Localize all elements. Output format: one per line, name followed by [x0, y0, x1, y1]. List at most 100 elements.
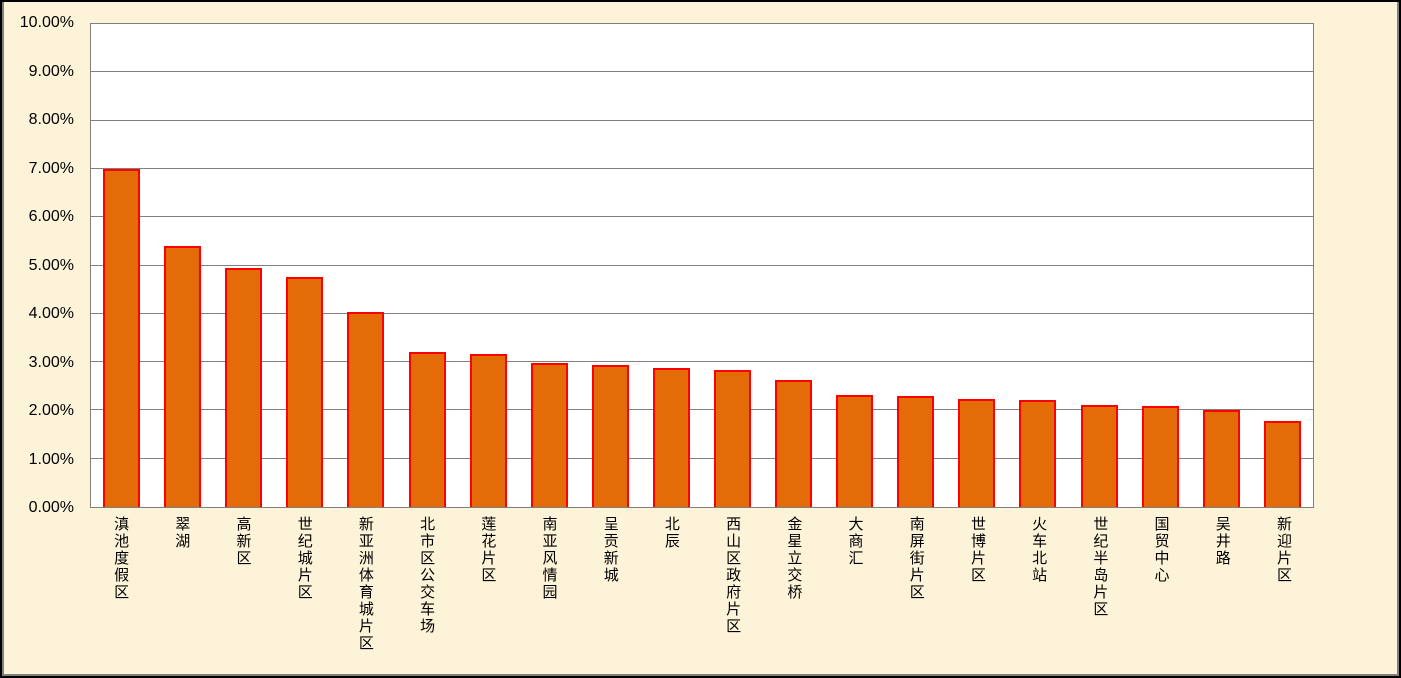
- bar-高新区: [225, 268, 263, 507]
- x-label-slot: 世博片区: [947, 516, 1008, 666]
- x-category-label: 西山区政府片区: [724, 516, 742, 635]
- x-category-label: 新亚洲体育城片区: [356, 516, 374, 652]
- bar-slot: [702, 24, 763, 507]
- bar-世纪半岛片区: [1080, 405, 1118, 507]
- x-label-slot: 滇池度假区: [90, 516, 151, 666]
- gridline: [91, 264, 1313, 266]
- x-label-slot: 南亚风情园: [518, 516, 579, 666]
- y-tick-label: 10.00%: [19, 14, 74, 31]
- bar-世纪城片区: [286, 277, 324, 507]
- x-category-label: 新迎片区: [1274, 516, 1292, 584]
- x-category-label: 火车北站: [1030, 516, 1048, 584]
- x-label-slot: 北辰: [641, 516, 702, 666]
- x-category-label: 南亚风情园: [540, 516, 558, 601]
- y-tick-label: 7.00%: [28, 159, 74, 177]
- x-category-label: 国贸中心: [1152, 516, 1170, 584]
- bar-火车北站: [1019, 400, 1057, 507]
- bar-slot: [1007, 24, 1068, 507]
- x-label-slot: 翠湖: [151, 516, 212, 666]
- plot-area: [90, 23, 1314, 508]
- x-category-label: 世纪半岛片区: [1091, 516, 1109, 618]
- bar-slot: [946, 24, 1007, 507]
- x-label-slot: 高新区: [212, 516, 273, 666]
- bar-大商汇: [836, 395, 874, 507]
- x-category-label: 翠湖: [173, 516, 191, 550]
- bar-slot: [580, 24, 641, 507]
- x-label-slot: 世纪半岛片区: [1069, 516, 1130, 666]
- bar-slot: [91, 24, 152, 507]
- bar-slot: [152, 24, 213, 507]
- gridline: [91, 71, 1313, 73]
- y-tick-label: 3.00%: [28, 353, 74, 371]
- bar-世博片区: [958, 399, 996, 507]
- y-tick-label: 2.00%: [28, 402, 74, 419]
- bar-slot: [763, 24, 824, 507]
- gridline: [91, 216, 1313, 218]
- bar-国贸中心: [1141, 405, 1179, 507]
- y-tick-label: 1.00%: [28, 450, 74, 468]
- bar-吴井路: [1202, 410, 1240, 507]
- gridline: [91, 167, 1313, 169]
- x-category-label: 金星立交桥: [785, 516, 803, 601]
- gridline: [91, 119, 1313, 121]
- bar-南亚风情园: [530, 363, 568, 507]
- x-axis-labels: 滇池度假区 翠湖 高新区 世纪城片区 新亚洲体育城片区 北市区公交车场 莲花片区 南亚风情园 呈…: [90, 516, 1314, 666]
- x-label-slot: 金星立交桥: [763, 516, 824, 666]
- x-label-slot: 吴井路: [1192, 516, 1253, 666]
- x-category-label: 呈贡新城: [601, 516, 619, 584]
- bar-呈贡新城: [591, 365, 629, 507]
- x-category-label: 北市区公交车场: [418, 516, 436, 635]
- x-category-label: 滇池度假区: [112, 516, 130, 601]
- x-category-label: 吴井路: [1213, 516, 1231, 567]
- y-tick-label: 0.00%: [28, 499, 74, 516]
- bar-新迎片区: [1263, 421, 1301, 507]
- gridline: [91, 409, 1313, 411]
- x-label-slot: 世纪城片区: [274, 516, 335, 666]
- x-category-label: 世纪城片区: [295, 516, 313, 601]
- bar-slot: [274, 24, 335, 507]
- x-category-label: 高新区: [234, 516, 252, 567]
- y-tick-label: 4.00%: [28, 305, 74, 322]
- x-label-slot: 北市区公交车场: [396, 516, 457, 666]
- gridline: [91, 457, 1313, 459]
- bar-slot: [824, 24, 885, 507]
- bar-slot: [335, 24, 396, 507]
- bar-slot: [641, 24, 702, 507]
- x-label-slot: 呈贡新城: [580, 516, 641, 666]
- x-category-label: 北辰: [662, 516, 680, 550]
- bar-slot: [396, 24, 457, 507]
- bar-翠湖: [164, 246, 202, 507]
- bar-北辰: [652, 367, 690, 507]
- x-label-slot: 莲花片区: [457, 516, 518, 666]
- bar-slot: [885, 24, 946, 507]
- bar-slot: [1252, 24, 1313, 507]
- x-label-slot: 新亚洲体育城片区: [335, 516, 396, 666]
- x-label-slot: 西山区政府片区: [702, 516, 763, 666]
- gridline: [91, 361, 1313, 363]
- bar-南屏街片区: [897, 395, 935, 507]
- bars-container: [91, 24, 1313, 507]
- gridline: [91, 312, 1313, 314]
- bar-北市区公交车场: [408, 352, 446, 507]
- y-axis: 0.00% 1.00% 2.00% 3.00% 4.00% 5.00% 6.00% 7.00%…: [2, 14, 80, 516]
- y-tick-label: 8.00%: [28, 111, 74, 128]
- y-tick-label: 9.00%: [28, 62, 74, 80]
- bar-slot: [1130, 24, 1191, 507]
- x-category-label: 世博片区: [968, 516, 986, 584]
- bar-slot: [213, 24, 274, 507]
- bar-莲花片区: [469, 353, 507, 507]
- x-category-label: 大商汇: [846, 516, 864, 567]
- bar-西山区政府片区: [713, 369, 751, 507]
- bar-slot: [1191, 24, 1252, 507]
- bar-新亚洲体育城片区: [347, 311, 385, 507]
- bar-slot: [519, 24, 580, 507]
- y-tick-label: 6.00%: [28, 208, 74, 225]
- x-label-slot: 南屏街片区: [886, 516, 947, 666]
- x-label-slot: 火车北站: [1008, 516, 1069, 666]
- x-label-slot: 新迎片区: [1253, 516, 1314, 666]
- bar-金星立交桥: [775, 380, 813, 507]
- bar-slot: [1069, 24, 1130, 507]
- bar-滇池度假区: [103, 168, 141, 507]
- x-label-slot: 大商汇: [824, 516, 885, 666]
